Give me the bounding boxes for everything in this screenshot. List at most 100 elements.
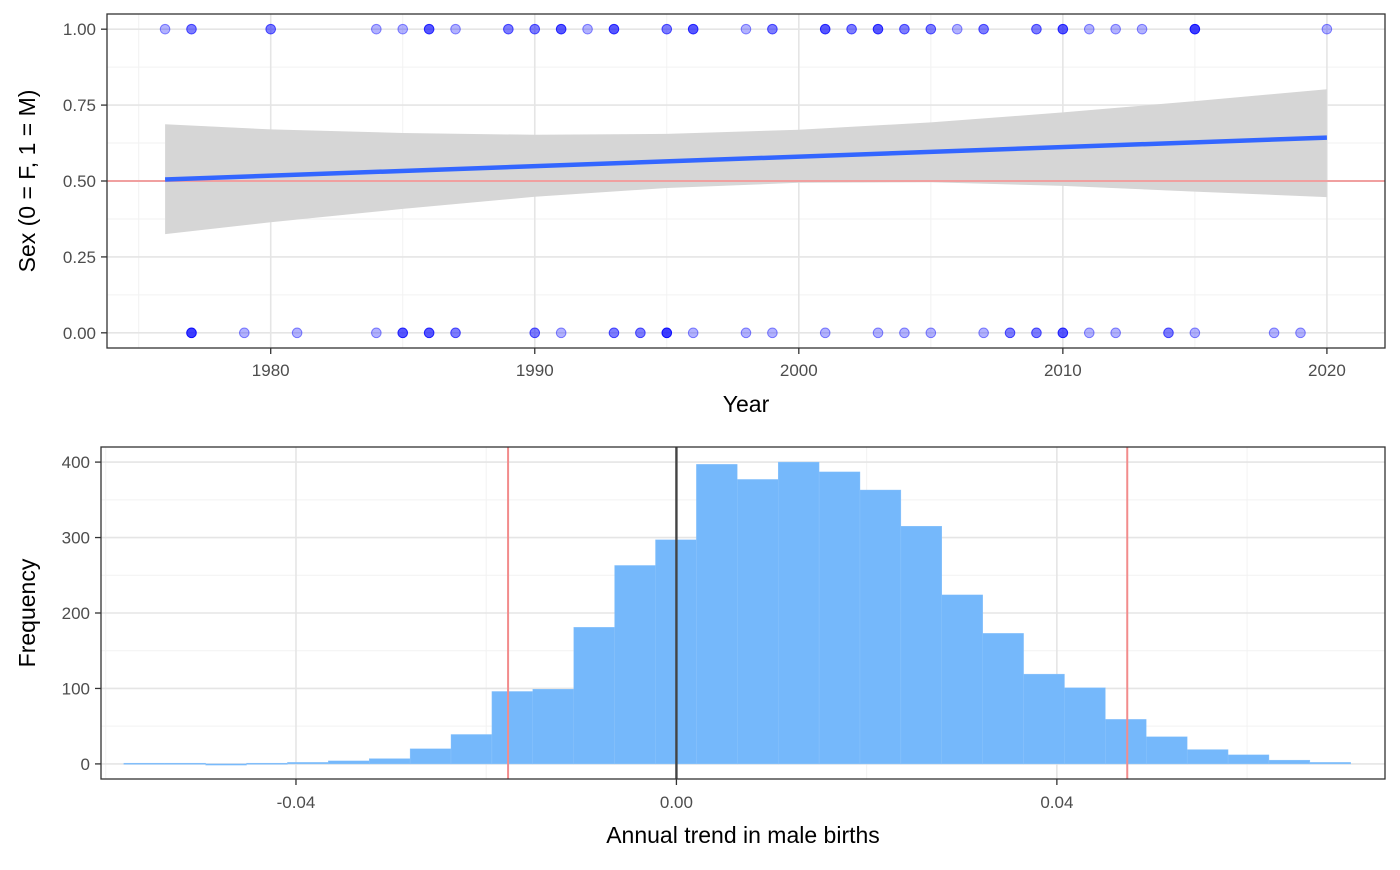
x-tick-label: 1990 <box>516 361 554 380</box>
histogram-bar <box>164 762 206 765</box>
y-axis-label: Sex (0 = F, 1 = M) <box>14 90 40 273</box>
histogram-bar <box>287 762 329 765</box>
histogram-bar <box>532 689 574 765</box>
data-point <box>687 327 699 339</box>
data-point <box>872 327 884 339</box>
histogram-bar <box>123 762 165 765</box>
data-point <box>767 327 778 339</box>
histogram-bar <box>1064 687 1106 765</box>
data-point <box>423 327 435 339</box>
x-tick-label: 0.04 <box>1040 793 1073 812</box>
histogram-bar <box>409 748 452 765</box>
data-point <box>423 23 435 35</box>
x-tick-label: 2000 <box>780 361 818 380</box>
data-point <box>872 23 884 35</box>
data-point <box>978 327 989 339</box>
x-tick-label: 0.00 <box>660 793 693 812</box>
data-point <box>1295 327 1306 339</box>
data-point <box>687 23 699 35</box>
data-point <box>740 327 752 339</box>
histogram-bar <box>491 691 534 765</box>
data-point <box>1057 23 1069 35</box>
x-tick-label: -0.04 <box>277 793 316 812</box>
x-tick-label: 2010 <box>1044 361 1082 380</box>
data-point <box>1031 23 1042 35</box>
data-point <box>1004 327 1016 339</box>
data-point <box>1110 23 1121 35</box>
histogram-bar <box>1227 754 1270 765</box>
y-tick-label: 300 <box>62 529 90 548</box>
data-point <box>608 327 620 339</box>
data-point <box>186 23 197 35</box>
y-tick-label: 0.00 <box>63 324 96 343</box>
y-tick-label: 0 <box>81 755 90 774</box>
histogram-bar <box>941 594 983 765</box>
data-point <box>450 327 461 339</box>
y-axis-label: Frequency <box>14 558 40 667</box>
data-point <box>371 327 382 339</box>
data-point <box>819 327 831 339</box>
data-point <box>1031 327 1042 339</box>
data-point <box>529 327 541 339</box>
data-point <box>846 23 857 35</box>
histogram-bar <box>900 526 942 765</box>
data-point <box>1163 327 1174 339</box>
histogram-bar <box>737 479 779 765</box>
data-point <box>1083 327 1095 339</box>
y-tick-label: 400 <box>62 453 90 472</box>
data-point <box>608 23 620 35</box>
data-point <box>951 23 963 35</box>
x-axis-label: Year <box>723 391 770 417</box>
data-point <box>661 327 673 339</box>
x-tick-label: 1980 <box>252 361 290 380</box>
data-point <box>397 23 409 35</box>
y-tick-label: 1.00 <box>63 20 96 39</box>
x-tick-label: 2020 <box>1308 361 1346 380</box>
data-point <box>767 23 778 35</box>
histogram-bar <box>1309 762 1351 765</box>
data-point <box>397 327 409 339</box>
data-point <box>1189 327 1201 339</box>
histogram-bar <box>450 734 493 765</box>
data-point <box>1321 23 1333 35</box>
histogram-bar <box>369 758 411 765</box>
data-point <box>555 327 567 339</box>
data-point <box>925 23 937 35</box>
data-point <box>978 23 989 35</box>
histogram-bar <box>777 461 820 765</box>
histogram-bar <box>246 762 288 765</box>
x-axis-label: Annual trend in male births <box>606 822 880 848</box>
histogram-bar <box>982 633 1024 765</box>
y-tick-label: 100 <box>62 679 90 698</box>
data-point <box>159 23 171 35</box>
data-point <box>819 23 831 35</box>
confidence-band <box>165 89 1327 235</box>
data-point <box>555 23 567 35</box>
trend-line <box>165 135 1327 182</box>
data-point <box>239 327 250 339</box>
histogram-bar <box>696 464 738 765</box>
data-point <box>291 327 303 339</box>
histogram-bar <box>328 760 370 765</box>
data-point <box>503 23 514 35</box>
histogram-panel: -0.04 0.00 0.04 0 100 200 300 400 Annual trend i… <box>14 446 1386 848</box>
data-point <box>265 23 277 35</box>
histogram-bar <box>1268 759 1311 765</box>
scatter-panel: 1980 1990 2000 2010 2020 0.00 0.25 0.50 0.75 1.00… <box>14 13 1386 417</box>
data-point <box>899 327 910 339</box>
histogram-bar <box>818 471 861 765</box>
histogram-bar <box>614 565 656 765</box>
data-point <box>635 327 646 339</box>
histogram-bar <box>1105 719 1147 765</box>
histogram-bar <box>859 489 902 765</box>
data-point <box>529 23 541 35</box>
data-point <box>1268 327 1280 339</box>
data-point <box>1110 327 1121 339</box>
data-point <box>450 23 461 35</box>
data-point <box>661 23 673 35</box>
data-point <box>1136 23 1148 35</box>
y-tick-label: 0.75 <box>63 96 96 115</box>
histogram-bar <box>205 763 247 766</box>
